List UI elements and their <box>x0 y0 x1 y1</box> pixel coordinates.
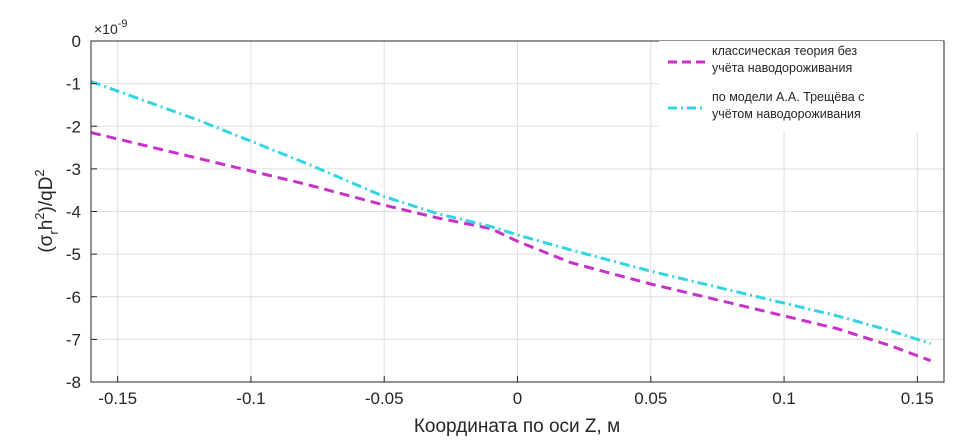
y-tick-label: 0 <box>72 32 81 51</box>
exponent-label: ×10-9 <box>94 18 128 37</box>
ticks: -0.15 -0.1 -0.05 0 0.05 0.1 0.15 0 -1 -2 -3 -4 -5 -6 -… <box>66 32 934 408</box>
x-tick-label: 0.1 <box>772 389 796 408</box>
x-tick-label: 0.15 <box>901 389 934 408</box>
y-tick-label: -4 <box>66 203 81 222</box>
x-tick-label: -0.15 <box>98 389 137 408</box>
legend-label-treshchev-line1: по модели А.А. Трещёва с <box>712 90 864 104</box>
legend: классическая теория без учёта наводорожи… <box>659 41 943 131</box>
y-tick-label: -7 <box>66 330 81 349</box>
y-tick-label: -2 <box>66 117 81 136</box>
y-tick-label: -3 <box>66 160 81 179</box>
x-tick-label: 0.05 <box>634 389 667 408</box>
series-line-treshchev <box>90 80 932 346</box>
x-tick-label: -0.05 <box>365 389 404 408</box>
legend-box <box>659 41 943 131</box>
legend-label-classic-line1: классическая теория без <box>712 44 857 58</box>
y-axis-title: (σrh2)/qD2 <box>32 169 61 252</box>
y-tick-label: -1 <box>66 75 81 94</box>
x-tick-label: 0 <box>513 389 522 408</box>
y-tick-label: -8 <box>66 373 81 392</box>
x-tick-label: -0.1 <box>236 389 265 408</box>
legend-label-treshchev-line2: учётом наводороживания <box>712 107 861 121</box>
y-tick-label: -5 <box>66 245 81 264</box>
x-axis-title: Координата по оси Z, м <box>414 416 620 437</box>
y-tick-label: -6 <box>66 288 81 307</box>
series-line-classic <box>90 131 932 363</box>
legend-label-classic-line2: учёта наводороживания <box>712 61 852 75</box>
series-group <box>90 80 932 363</box>
